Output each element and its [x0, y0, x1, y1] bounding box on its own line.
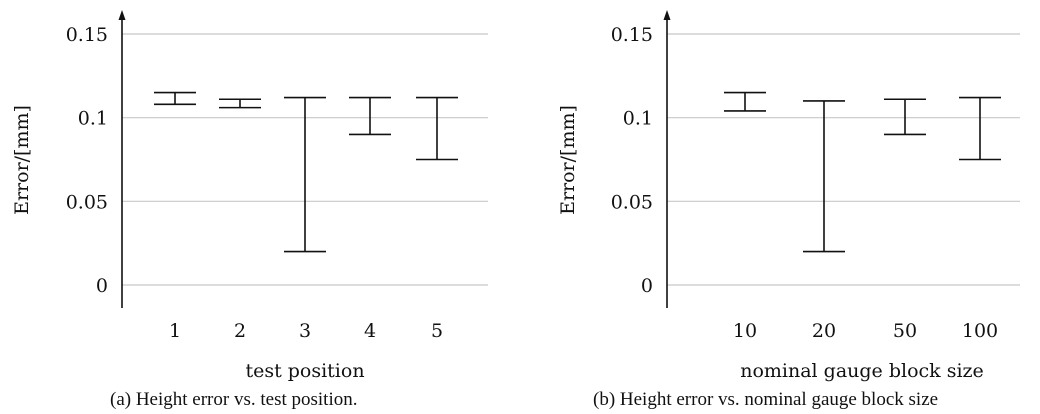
- chart-b-x-tick-label: 100: [962, 320, 998, 342]
- chart-a-x-tick-label: 5: [431, 320, 443, 342]
- chart-b-y-tick-label: 0: [641, 275, 653, 297]
- chart-a-y-tick-label: 0.1: [78, 108, 108, 130]
- chart-a-x-tick-label: 1: [169, 320, 181, 342]
- chart-a-x-axis-label: test position: [245, 360, 364, 382]
- chart-b-x-axis-label: nominal gauge block size: [740, 360, 984, 382]
- chart-a-x-tick-label: 3: [299, 320, 311, 342]
- chart-a-y-axis-label: Error/[mm]: [11, 105, 33, 215]
- chart-b-y-axis-arrow: [663, 10, 671, 20]
- chart-b-x-tick-label: 10: [733, 320, 757, 342]
- chart-a-caption: (a) Height error vs. test position.: [110, 389, 357, 410]
- chart-b-x-tick-label: 20: [812, 320, 836, 342]
- chart-b-x-tick-label: 50: [893, 320, 917, 342]
- chart-b-y-axis-label: Error/[mm]: [557, 105, 579, 215]
- chart-a-y-tick-label: 0: [96, 275, 108, 297]
- chart-a-y-axis-arrow: [118, 10, 126, 20]
- chart-a-y-tick-label: 0.15: [66, 24, 108, 46]
- chart-b-y-tick-label: 0.1: [623, 108, 653, 130]
- chart-a-y-tick-label: 0.05: [66, 191, 108, 213]
- chart-b-y-tick-label: 0.15: [611, 24, 653, 46]
- chart-b-caption: (b) Height error vs. nominal gauge block…: [593, 389, 938, 410]
- chart-b-y-tick-label: 0.05: [611, 191, 653, 213]
- chart-a-x-tick-label: 2: [234, 320, 246, 342]
- chart-a-x-tick-label: 4: [364, 320, 376, 342]
